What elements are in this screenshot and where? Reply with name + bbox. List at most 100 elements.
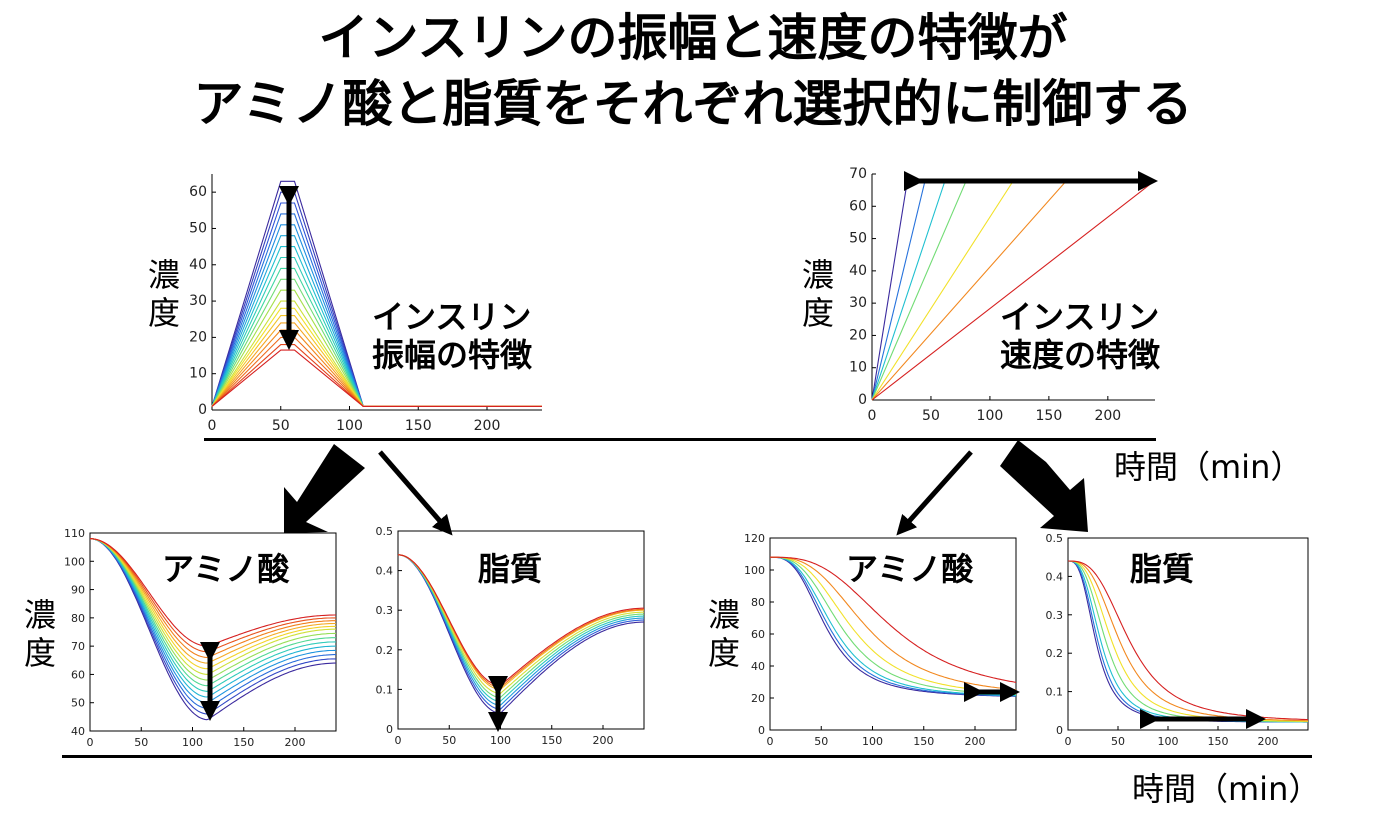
x-tick-label: 0 — [868, 408, 877, 424]
y-tick-label: 110 — [64, 527, 85, 540]
x-tick-label: 50 — [1111, 735, 1125, 748]
chart-label-insulin-speed: インスリン 速度の特徴 — [1000, 298, 1160, 374]
x-tick-label: 100 — [1158, 735, 1179, 748]
y-tick-label: 10 — [189, 366, 207, 382]
plot-frame — [1067, 537, 1309, 731]
chart-label-line: インスリン — [372, 298, 532, 336]
x-tick-label: 0 — [395, 734, 402, 747]
y-tick-label: 100 — [64, 555, 85, 568]
y-tick-label: 30 — [189, 293, 207, 309]
y-tick-label: 40 — [189, 257, 207, 273]
x-tick-label: 50 — [442, 734, 456, 747]
y-tick-label: 0 — [858, 392, 867, 408]
time-axis-label-top: 時間（min） — [1114, 448, 1303, 486]
y-tick-label: 100 — [744, 564, 765, 577]
plot-frame — [89, 532, 337, 732]
x-tick-label: 100 — [336, 418, 363, 434]
x-tick-label: 150 — [1208, 735, 1229, 748]
x-tick-label: 200 — [1258, 735, 1279, 748]
y-axis-label-concentration: 濃度 — [707, 596, 740, 672]
y-tick-label: 40 — [71, 725, 85, 738]
x-tick-label: 100 — [182, 736, 203, 749]
x-tick-label: 100 — [862, 735, 883, 748]
y-tick-label: 60 — [71, 668, 85, 681]
chart-label-amino-acid-speed: アミノ酸 — [846, 550, 974, 588]
y-tick-label: 120 — [744, 532, 765, 545]
y-tick-label: 60 — [849, 198, 867, 214]
y-tick-label: 50 — [849, 231, 867, 247]
x-tick-label: 50 — [134, 736, 148, 749]
x-tick-label: 200 — [965, 735, 986, 748]
y-tick-label: 80 — [751, 596, 765, 609]
y-tick-label: 10 — [849, 360, 867, 376]
bottom-time-axis-line — [62, 755, 1312, 758]
x-tick-label: 0 — [87, 736, 94, 749]
top-time-axis-line — [204, 438, 1156, 441]
y-tick-label: 0.1 — [1046, 686, 1064, 699]
series-line — [397, 554, 644, 698]
plot-frame — [397, 530, 645, 730]
x-tick-label: 200 — [593, 734, 614, 747]
series-line — [397, 554, 644, 710]
y-tick-label: 20 — [849, 327, 867, 343]
series-line — [397, 554, 645, 702]
y-tick-label: 0.2 — [1046, 647, 1064, 660]
series-line — [871, 180, 1156, 401]
y-tick-label: 70 — [849, 166, 867, 182]
y-tick-label: 0 — [198, 402, 207, 418]
y-tick-label: 80 — [71, 612, 85, 625]
x-tick-label: 200 — [285, 736, 306, 749]
y-tick-label: 50 — [71, 697, 85, 710]
x-tick-label: 150 — [913, 735, 934, 748]
y-tick-label: 60 — [189, 184, 207, 200]
y-tick-label: 0.4 — [1046, 570, 1064, 583]
y-tick-label: 0.5 — [1046, 532, 1064, 545]
y-tick-label: 0 — [1056, 724, 1063, 737]
time-axis-label-bottom: 時間（min） — [1132, 770, 1321, 808]
y-tick-label: 90 — [71, 584, 85, 597]
chart-label-line: 速度の特徴 — [1000, 336, 1161, 374]
y-axis-label-concentration: 濃度 — [801, 256, 834, 332]
y-tick-label: 0.3 — [376, 604, 394, 617]
y-tick-label: 70 — [71, 640, 85, 653]
chart-label-amino-acid-amplitude: アミノ酸 — [162, 550, 290, 588]
series-line — [211, 349, 542, 407]
thick-arrow-to-amino-acid — [284, 444, 365, 533]
y-tick-label: 50 — [189, 220, 207, 236]
chart-label-line: 振幅の特徴 — [372, 336, 533, 374]
thin-arrow-to-amino-acid-speed — [896, 450, 973, 536]
y-tick-label: 0.4 — [376, 565, 394, 578]
y-tick-label: 60 — [751, 628, 765, 641]
x-tick-label: 150 — [233, 736, 254, 749]
y-axis-label-concentration: 濃度 — [23, 596, 56, 672]
y-tick-label: 20 — [189, 329, 207, 345]
y-tick-label: 40 — [751, 660, 765, 673]
chart-label-lipid-speed: 脂質 — [1130, 550, 1195, 588]
x-tick-label: 100 — [490, 734, 511, 747]
x-tick-label: 150 — [541, 734, 562, 747]
x-tick-label: 150 — [405, 418, 432, 434]
x-tick-label: 200 — [1094, 408, 1121, 424]
y-axis-label-concentration: 濃度 — [147, 256, 180, 332]
x-tick-label: 0 — [1065, 735, 1072, 748]
title-line-2: アミノ酸と脂質をそれぞれ選択的に制御する — [193, 75, 1193, 133]
y-tick-label: 30 — [849, 295, 867, 311]
chart-label-insulin-amplitude: インスリン 振幅の特徴 — [372, 298, 532, 374]
x-tick-label: 100 — [977, 408, 1004, 424]
chart-lipid-amplitude: 0 50 100 150 200 0 0.1 0.2 0.3 0.4 0.5 — [376, 525, 645, 747]
y-tick-label: 0 — [386, 723, 393, 736]
thin-arrow-to-lipid — [378, 450, 453, 536]
y-tick-label: 0.2 — [376, 644, 394, 657]
y-tick-label: 0.5 — [376, 525, 394, 538]
thick-arrow-to-lipid-speed — [1000, 440, 1088, 532]
y-tick-label: 0 — [758, 724, 765, 737]
x-tick-label: 0 — [767, 735, 774, 748]
chart-label-lipid-amplitude: 脂質 — [478, 550, 543, 588]
y-tick-label: 40 — [849, 263, 867, 279]
series-line — [397, 554, 644, 694]
y-tick-label: 0.3 — [1046, 609, 1064, 622]
chart-label-line: インスリン — [1000, 298, 1160, 336]
y-tick-label: 0.1 — [376, 683, 394, 696]
series-line — [770, 556, 1017, 683]
